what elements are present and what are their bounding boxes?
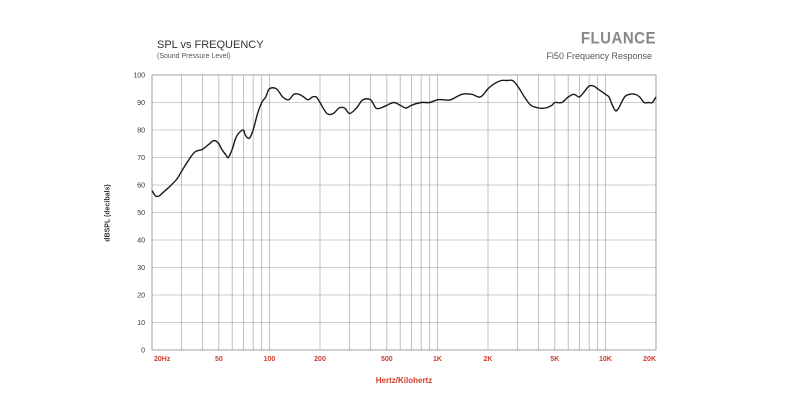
- chart-subtitle: (Sound Pressure Level): [157, 53, 231, 60]
- y-tick-label: 60: [137, 183, 145, 190]
- y-tick-label: 100: [133, 73, 145, 80]
- y-tick-label: 30: [137, 265, 145, 272]
- x-axis-title: Hertz/Kilohertz: [375, 376, 433, 385]
- y-tick-label: 40: [137, 238, 145, 245]
- x-tick-label: 500: [381, 356, 393, 363]
- brand-logo: FLUANCE: [580, 29, 656, 48]
- x-tick-label: 10K: [599, 356, 612, 363]
- y-tick-label: 20: [137, 293, 145, 300]
- brand-subtitle: Fi50 Frequency Response: [546, 51, 652, 61]
- grid: [151, 74, 657, 351]
- x-tick-label: 1K: [433, 356, 442, 363]
- y-tick-labels: 0 10 20 30 40 50 60 70 80 90 100: [133, 73, 145, 355]
- x-tick-label: 100: [264, 356, 276, 363]
- x-tick-label: 200: [314, 356, 326, 363]
- spl-curve: [151, 79, 657, 198]
- x-tick-labels: 20Hz 50 100 200 500 1K 2K 5K 10K 20K: [154, 356, 656, 363]
- x-tick-label: 5K: [550, 356, 559, 363]
- plot-frame: [151, 74, 657, 351]
- y-tick-label: 70: [137, 155, 145, 162]
- y-tick-label: 90: [137, 100, 145, 107]
- x-tick-label: 2K: [484, 356, 493, 363]
- y-tick-label: 50: [137, 210, 145, 217]
- y-axis-title: dBSPL (decibals): [104, 184, 112, 242]
- x-tick-label: 50: [215, 356, 223, 363]
- x-tick-label: 20Hz: [154, 356, 171, 363]
- chart-title: SPL vs FREQUENCY: [157, 39, 264, 51]
- x-tick-label: 20K: [643, 356, 656, 363]
- y-tick-label: 0: [141, 348, 145, 355]
- y-tick-label: 10: [137, 320, 145, 327]
- y-tick-label: 80: [137, 128, 145, 135]
